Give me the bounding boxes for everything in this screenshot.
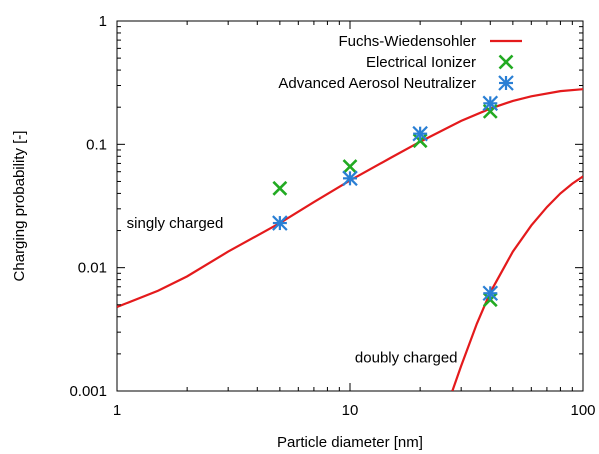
x-tick-label: 100	[570, 402, 595, 419]
advanced-aerosol-neutralizer-point	[272, 215, 288, 231]
ticks: 1 10 100 0.001 0.01 0.1 1	[69, 13, 595, 419]
curves	[117, 88, 583, 391]
y-tick-label: 0.01	[78, 260, 107, 277]
legend-label-electrical-ionizer: Electrical Ionizer	[366, 54, 476, 71]
points	[272, 95, 499, 308]
legend: Fuchs-Wiedensohler Electrical Ionizer Ad…	[278, 33, 522, 92]
y-tick-label: 1	[99, 13, 107, 30]
x-tick-label: 1	[113, 402, 121, 419]
x-axis-label: Particle diameter [nm]	[277, 434, 423, 451]
advanced-aerosol-neutralizer-point	[482, 95, 499, 112]
y-axis-label: Charging probability [-]	[11, 131, 28, 282]
advanced-aerosol-neutralizer-point	[412, 125, 428, 142]
electrical-ionizer-point	[412, 133, 428, 149]
fuchs-wiedensohler-curve-doubly	[451, 175, 583, 391]
legend-sample-electrical-ionizer	[498, 54, 514, 70]
legend-label-advanced-aerosol-neutralizer: Advanced Aerosol Neutralizer	[278, 75, 476, 92]
y-tick-label: 0.001	[69, 383, 107, 400]
annotation-doubly-charged: doubly charged	[355, 350, 458, 367]
advanced-aerosol-neutralizer-point	[482, 285, 499, 302]
y-tick-label: 0.1	[86, 136, 107, 153]
fuchs-wiedensohler-curve-singly	[117, 88, 583, 309]
x-tick-label: 10	[342, 402, 359, 419]
annotation-singly-charged: singly charged	[127, 215, 224, 232]
electrical-ionizer-point	[342, 159, 358, 175]
electrical-ionizer-point	[272, 180, 288, 196]
advanced-aerosol-neutralizer-point	[342, 170, 358, 187]
legend-sample-advanced-aerosol-neutralizer	[498, 75, 514, 91]
legend-label-fuchs-wiedensohler: Fuchs-Wiedensohler	[338, 33, 476, 50]
